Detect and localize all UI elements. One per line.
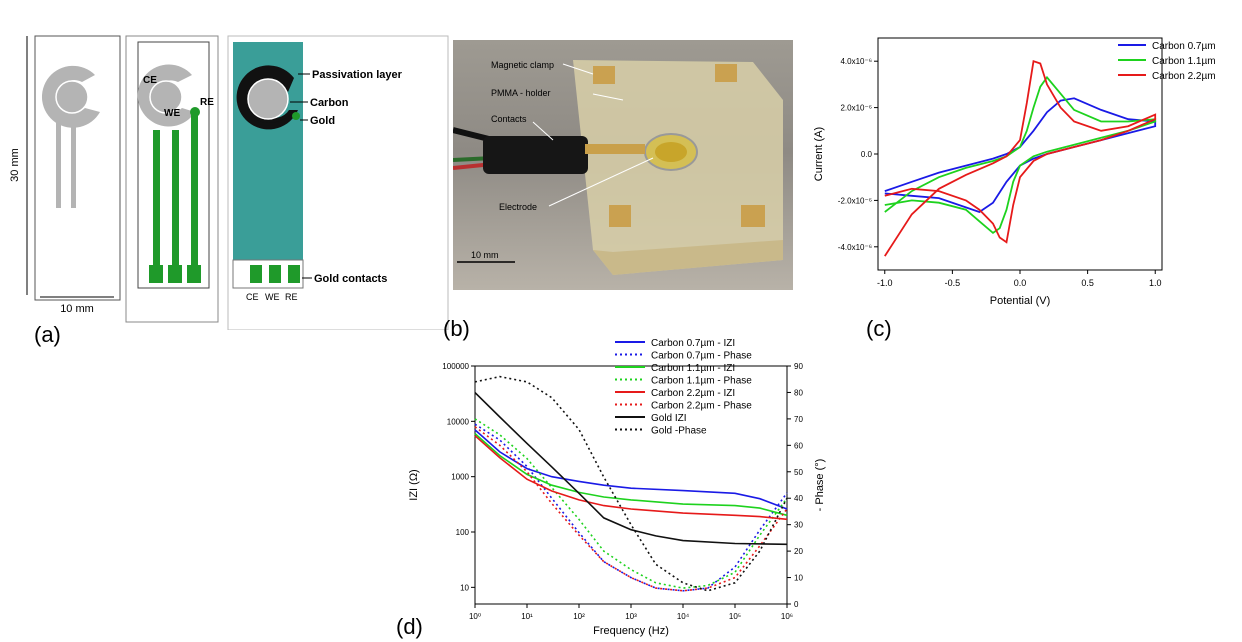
legend-entry: Carbon 0.7µm - IZI: [651, 338, 735, 349]
gold-contact-pad: [168, 265, 182, 283]
callout-pmma-holder: PMMA - holder: [491, 88, 551, 98]
panel-c-cv-chart: -1.0 -0.5 0.0 0.5 1.0 -4.0x10⁻⁶ -2.0x10⁻⁶ 0.0 2.…: [813, 37, 1216, 307]
series-line: [884, 60, 1157, 257]
y2-tick-label: 60: [794, 441, 803, 450]
legend-entry: Carbon 1.1µm - Phase: [651, 376, 752, 387]
gold-track: [191, 114, 198, 270]
gold-contact-pad: [250, 265, 262, 283]
x-tick-label: 0.0: [1014, 278, 1027, 288]
plot-frame: [877, 37, 1163, 271]
y-tick-label: 4.0x10⁻⁶: [840, 57, 872, 66]
gold-contact-pad: [288, 265, 300, 283]
x-tick-label: 10⁶: [781, 612, 793, 621]
gold-contact-pad: [187, 265, 201, 283]
legend-entry: Carbon 2.2µm - IZI: [651, 388, 735, 399]
callout-magnetic-clamp: Magnetic clamp: [491, 60, 554, 70]
callout-contacts: Contacts: [491, 114, 527, 124]
y2-tick-label: 30: [794, 521, 803, 530]
y-tick-label: 100000: [442, 362, 469, 371]
y2-tick-label: 90: [794, 362, 803, 371]
contacts-connector: [483, 136, 588, 174]
y2-tick-label: 50: [794, 468, 803, 477]
x-tick-label: 1.0: [1149, 278, 1162, 288]
magnetic-clamp: [593, 66, 615, 84]
series-line: [474, 433, 788, 517]
y2-axis-label: - Phase (°): [814, 459, 826, 512]
x-tick-label: -0.5: [945, 278, 961, 288]
y-tick-label: -2.0x10⁻⁶: [838, 196, 872, 205]
series-line: [474, 392, 788, 546]
x-tick-label: 10⁰: [469, 612, 481, 621]
magnetic-clamp: [609, 205, 631, 227]
callout-electrode: Electrode: [499, 202, 537, 212]
panel-label-b: (b): [443, 316, 470, 341]
y-tick-label: -4.0x10⁻⁶: [838, 243, 872, 252]
y-tick-label: 10000: [447, 417, 470, 426]
panel-label-d: (d): [396, 614, 423, 639]
panel-label-a: (a): [34, 322, 61, 347]
y2-tick-label: 40: [794, 494, 803, 503]
legend-entry: Carbon 1.1µm: [1152, 56, 1216, 67]
callout-passivation: Passivation layer: [312, 69, 403, 81]
y2-tick-label: 0: [794, 600, 799, 609]
x-tick-label: -1.0: [877, 278, 893, 288]
y-tick-label: 10: [460, 583, 469, 592]
gold-track: [153, 130, 160, 270]
contact-label-re: RE: [285, 292, 298, 302]
magnetic-clamp: [741, 205, 765, 227]
legend-entry: Gold IZI: [651, 413, 687, 424]
gold-contact-pad: [149, 265, 163, 283]
magnetic-clamp: [715, 64, 737, 82]
series-line: [474, 418, 788, 589]
panel-b-photo: Magnetic clamp PMMA - holder Contacts El…: [453, 40, 793, 290]
y2-tick-label: 70: [794, 415, 803, 424]
x-tick-label: 10⁴: [677, 612, 690, 621]
callout-carbon: Carbon: [310, 97, 349, 109]
series-line: [884, 97, 1157, 213]
series-line: [884, 75, 1157, 235]
panel-label-c: (c): [866, 316, 892, 341]
label-ce: CE: [143, 75, 157, 86]
contact-label-ce: CE: [246, 292, 259, 302]
series-line: [474, 423, 788, 592]
y-tick-label: 2.0x10⁻⁶: [840, 104, 872, 113]
y-axis-label: IZI (Ω): [408, 469, 420, 500]
label-we: WE: [164, 108, 180, 119]
series-line: [474, 429, 788, 510]
y-axis-label: Current (A): [813, 127, 825, 181]
legend-entry: Carbon 1.1µm - IZI: [651, 363, 735, 374]
series-line: [474, 435, 788, 521]
legend-entry: Carbon 2.2µm: [1152, 71, 1216, 82]
callout-gold-contacts: Gold contacts: [314, 273, 387, 285]
x-axis-label: Frequency (Hz): [593, 625, 669, 637]
x-tick-label: 10²: [573, 612, 585, 621]
dim-width-label: 10 mm: [60, 303, 94, 315]
x-tick-label: 0.5: [1081, 278, 1094, 288]
callout-gold: Gold: [310, 115, 335, 127]
contact-label-we: WE: [265, 292, 280, 302]
x-tick-label: 10³: [625, 612, 637, 621]
legend-entry: Carbon 0.7µm - Phase: [651, 351, 752, 362]
y-tick-label: 1000: [451, 473, 469, 482]
series-line: [474, 375, 788, 592]
photo-scalebar: 10 mm: [471, 250, 499, 260]
y-tick-label: 100: [456, 528, 470, 537]
y2-tick-label: 80: [794, 388, 803, 397]
label-re: RE: [200, 97, 214, 108]
dim-height-label: 30 mm: [9, 148, 21, 182]
panel-a-electrode-layout: 30 mm 10 mm CE WE RE CE WE RE Passivatio…: [9, 35, 449, 330]
y2-tick-label: 10: [794, 574, 803, 583]
legend-entry: Carbon 0.7µm: [1152, 41, 1216, 52]
legend-entry: Carbon 2.2µm - Phase: [651, 401, 752, 412]
legend-entry: Gold -Phase: [651, 426, 707, 437]
carbon-layer: [41, 65, 100, 128]
panel-d-eis-chart: 10⁰ 10¹ 10² 10³ 10⁴ 10⁵ 10⁶1010010001000010000…: [408, 338, 826, 637]
gold-track: [172, 130, 179, 270]
x-axis-label: Potential (V): [990, 295, 1051, 307]
x-tick-label: 10¹: [521, 612, 533, 621]
x-tick-label: 10⁵: [729, 612, 741, 621]
gold-contact-pad: [269, 265, 281, 283]
y2-tick-label: 20: [794, 547, 803, 556]
y-tick-label: 0.0: [861, 150, 873, 159]
